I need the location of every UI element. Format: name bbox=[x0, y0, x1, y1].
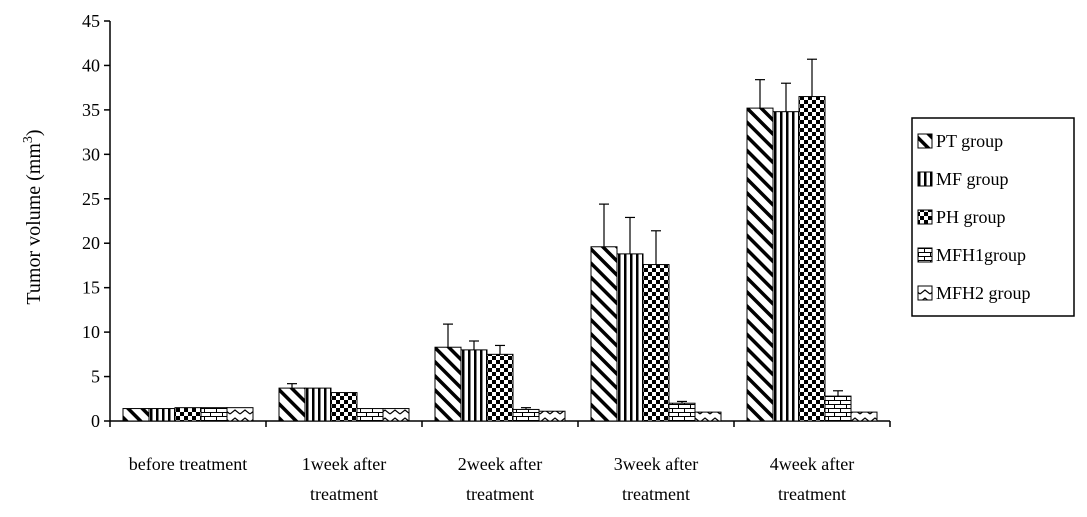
bar-zigzag bbox=[694, 411, 722, 422]
legend-label: PT group bbox=[936, 131, 1003, 151]
y-tick-label: 0 bbox=[91, 411, 100, 431]
legend-swatch-zigzag bbox=[917, 285, 933, 301]
y-tick-label: 40 bbox=[82, 55, 100, 75]
bar-brick bbox=[824, 395, 852, 422]
bar-brick bbox=[356, 408, 384, 422]
bar-checker bbox=[486, 353, 514, 422]
legend-label: MF group bbox=[936, 169, 1009, 189]
bar-diagonal bbox=[122, 408, 150, 422]
x-axis bbox=[109, 420, 891, 427]
bar-diagonal bbox=[434, 346, 462, 422]
bar-checker bbox=[642, 264, 670, 422]
bar-brick bbox=[200, 407, 228, 422]
legend-label: PH group bbox=[936, 207, 1006, 227]
bar-zigzag bbox=[850, 411, 878, 422]
legend: PT group MF group PH group MFH1group MFH2 gr… bbox=[911, 117, 1075, 317]
y-tick-label: 25 bbox=[82, 189, 100, 209]
bar-brick bbox=[512, 408, 540, 422]
bar-vertical bbox=[148, 408, 176, 422]
y-tick-label: 10 bbox=[82, 322, 100, 342]
x-category-label: treatment bbox=[310, 484, 378, 504]
bar-diagonal bbox=[746, 107, 774, 422]
legend-label: MFH1group bbox=[936, 245, 1026, 265]
bar-diagonal bbox=[590, 246, 618, 422]
y-axis: 0 5 10 15 20 25 30 35 40 45 bbox=[82, 11, 111, 431]
x-category-label: 1week after bbox=[302, 454, 386, 474]
y-tick-label: 20 bbox=[82, 233, 100, 253]
legend-box bbox=[911, 117, 1075, 317]
bar-zigzag bbox=[226, 407, 254, 422]
bars bbox=[122, 58, 878, 422]
y-tick-label: 15 bbox=[82, 278, 100, 298]
bar-vertical bbox=[460, 349, 488, 422]
y-tick-label: 30 bbox=[82, 144, 100, 164]
x-category-label: treatment bbox=[622, 484, 690, 504]
bar-brick bbox=[668, 402, 696, 422]
bar-checker bbox=[330, 392, 358, 422]
bar-zigzag bbox=[538, 410, 566, 422]
bar-vertical bbox=[772, 111, 800, 422]
x-category-label: before treatment bbox=[129, 454, 247, 474]
x-category-label: treatment bbox=[778, 484, 846, 504]
legend-label: MFH2 group bbox=[936, 283, 1031, 303]
x-tick-labels: before treatment 1week after treatment 2wee… bbox=[129, 454, 854, 504]
y-tick-label: 45 bbox=[82, 11, 100, 31]
bar-vertical bbox=[616, 253, 644, 422]
x-category-label: 2week after bbox=[458, 454, 542, 474]
y-tick-label: 5 bbox=[91, 367, 100, 387]
x-category-label: 3week after bbox=[614, 454, 698, 474]
legend-swatch-checker bbox=[917, 209, 933, 225]
legend-swatch-diagonal bbox=[917, 133, 933, 149]
y-tick-label: 35 bbox=[82, 100, 100, 120]
x-category-label: treatment bbox=[466, 484, 534, 504]
legend-swatch-brick bbox=[917, 247, 933, 263]
bar-checker bbox=[174, 407, 202, 422]
bar-zigzag bbox=[382, 408, 410, 422]
bar-vertical bbox=[304, 387, 332, 422]
x-category-label: 4week after bbox=[770, 454, 854, 474]
bar-diagonal bbox=[278, 387, 306, 422]
y-axis-label: Tumor volume (mm3) bbox=[21, 129, 45, 304]
legend-swatch-vertical bbox=[917, 171, 933, 187]
bar-checker bbox=[798, 96, 826, 422]
